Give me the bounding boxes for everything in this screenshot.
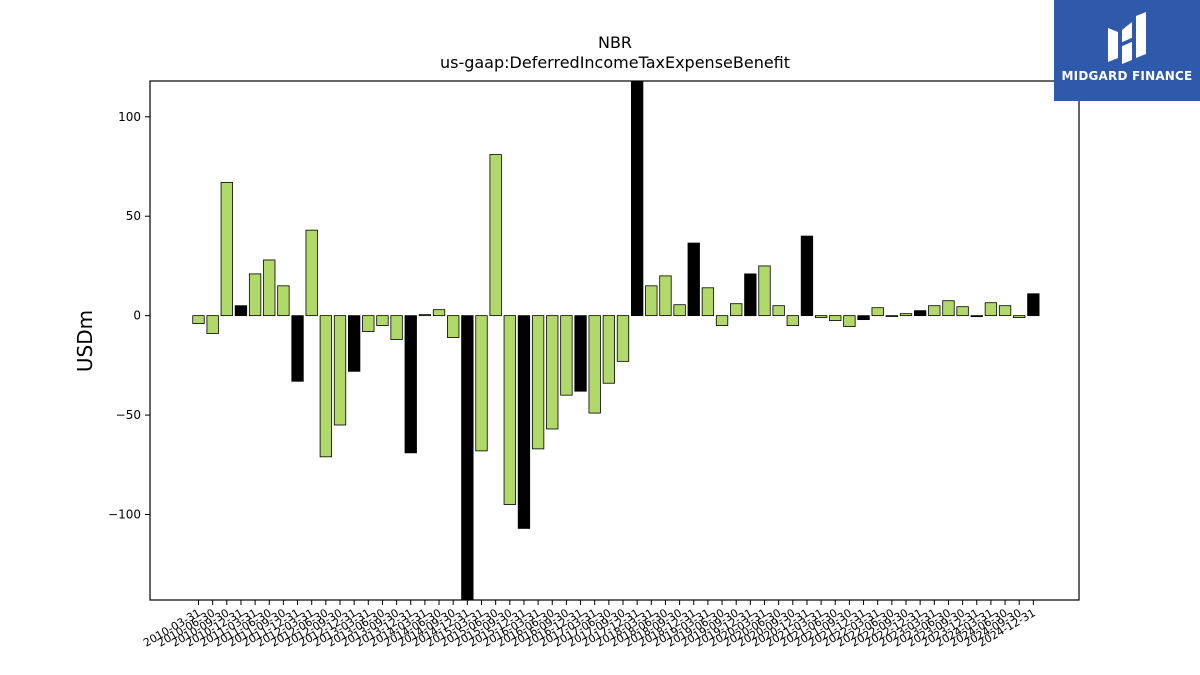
bar-2012-06-30 — [319, 315, 333, 458]
bar-2024-12-31 — [1027, 293, 1040, 317]
bar-2019-03-31 — [701, 287, 715, 317]
bar-2023-09-30 — [956, 306, 969, 317]
y-tick-label: 0 — [133, 309, 141, 323]
bar-2023-03-31 — [928, 305, 941, 317]
bar-2012-03-31 — [305, 229, 318, 317]
bar-2015-06-30 — [489, 154, 502, 317]
bar-2010-06-30 — [206, 315, 219, 334]
plot-frame — [149, 80, 1080, 601]
bar-2016-09-30 — [560, 315, 573, 396]
bar-2022-12-31 — [914, 310, 927, 317]
bar-2016-06-30 — [546, 315, 559, 430]
bar-2019-12-31 — [744, 273, 757, 317]
bar-2015-09-30 — [503, 315, 516, 505]
bar-2014-03-31 — [418, 314, 432, 317]
bar-2018-09-30 — [673, 304, 686, 317]
y-axis-label: USDm — [73, 310, 97, 372]
bar-2011-09-30 — [277, 285, 290, 317]
bar-2022-03-31 — [871, 307, 884, 317]
bar-2014-12-31 — [461, 315, 474, 601]
chart-title: NBR — [598, 33, 632, 52]
bar-2024-09-30 — [1013, 315, 1026, 319]
bar-2024-06-30 — [998, 305, 1012, 317]
bar-2024-03-31 — [984, 302, 998, 317]
bar-2020-12-31 — [800, 235, 814, 317]
y-axis-ticks: −100 −50 0 50 100 — [108, 110, 150, 521]
brand-logo: MIDGARD FINANCE — [1054, 0, 1200, 101]
bar-2014-06-30 — [432, 309, 446, 317]
bar-2020-06-30 — [772, 305, 785, 317]
bar-2018-12-31 — [687, 242, 700, 317]
bar-2017-12-31 — [631, 80, 644, 317]
bar-2021-09-30 — [843, 315, 856, 327]
bar-2011-03-31 — [248, 273, 262, 317]
bar-2010-12-31 — [234, 305, 248, 317]
bar-2016-12-31 — [574, 315, 587, 392]
bar-2013-12-31 — [404, 315, 417, 454]
bar-2011-06-30 — [263, 259, 276, 317]
bar-2013-06-30 — [376, 315, 389, 326]
bar-2012-09-30 — [333, 315, 347, 426]
y-tick-label: 50 — [126, 209, 141, 223]
bar-2011-12-31 — [291, 315, 304, 382]
bar-2022-09-30 — [899, 313, 913, 317]
bar-2015-03-31 — [475, 315, 488, 452]
bar-2018-06-30 — [659, 275, 672, 317]
bar-2017-03-31 — [588, 315, 601, 414]
bar-2023-06-30 — [942, 300, 955, 317]
bar-2015-12-31 — [517, 315, 531, 529]
x-axis-ticks: 2010-03-312010-06-302010-09-302010-12-31… — [141, 600, 1038, 650]
bar-2020-03-31 — [758, 265, 771, 317]
y-tick-label: −100 — [108, 507, 141, 521]
bar-2013-03-31 — [362, 315, 375, 332]
bar-2012-12-31 — [347, 315, 361, 372]
bar-2017-09-30 — [616, 315, 630, 362]
bar-2020-09-30 — [786, 315, 799, 326]
bar-2017-06-30 — [602, 315, 615, 384]
chart-subtitle: us-gaap:DeferredIncomeTaxExpenseBenefit — [440, 53, 790, 72]
bar-2021-06-30 — [829, 315, 842, 322]
bar-2010-09-30 — [220, 182, 233, 317]
bar-2021-03-31 — [814, 315, 828, 319]
y-tick-label: −50 — [116, 408, 141, 422]
bar-2010-03-31 — [192, 315, 205, 324]
bar-2016-03-31 — [531, 315, 545, 450]
bar-2014-09-30 — [447, 315, 460, 338]
bars-group — [192, 80, 1040, 601]
bar-2018-03-31 — [645, 285, 658, 317]
bar-2023-12-31 — [970, 315, 983, 318]
logo-mark-icon — [1108, 12, 1146, 64]
y-tick-label: 100 — [118, 110, 141, 124]
bar-2021-12-31 — [857, 315, 870, 321]
bar-2019-06-30 — [715, 315, 729, 326]
bar-2022-06-30 — [885, 315, 898, 318]
brand-name: MIDGARD FINANCE — [1061, 69, 1193, 83]
bar-2019-09-30 — [730, 303, 743, 317]
bar-2013-09-30 — [390, 315, 403, 340]
